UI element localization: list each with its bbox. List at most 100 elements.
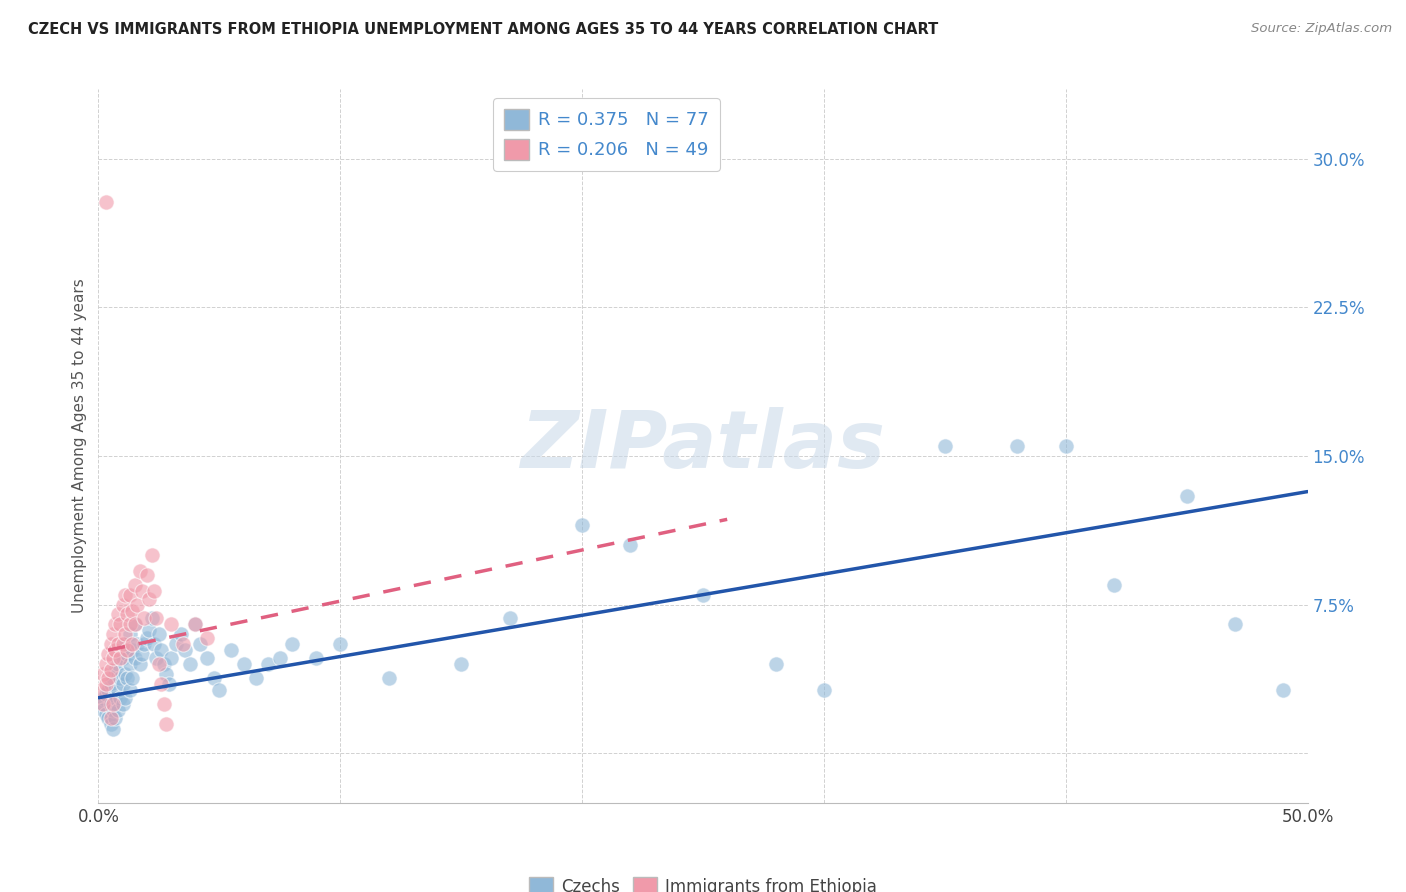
Point bbox=[111, 677, 134, 691]
Point bbox=[195, 632, 218, 646]
Point bbox=[184, 617, 207, 632]
Point bbox=[118, 682, 141, 697]
Point bbox=[94, 706, 117, 721]
Point bbox=[188, 637, 211, 651]
Point bbox=[111, 697, 134, 711]
Point bbox=[619, 538, 641, 552]
Point bbox=[91, 697, 114, 711]
Point bbox=[100, 663, 122, 677]
Point bbox=[169, 627, 191, 641]
Point bbox=[150, 643, 173, 657]
Point bbox=[111, 598, 134, 612]
Point bbox=[104, 617, 127, 632]
Point bbox=[204, 671, 226, 685]
Y-axis label: Unemployment Among Ages 35 to 44 years: Unemployment Among Ages 35 to 44 years bbox=[72, 278, 87, 614]
Point bbox=[165, 637, 187, 651]
Point bbox=[145, 651, 167, 665]
Point bbox=[498, 611, 520, 625]
Point bbox=[1054, 439, 1077, 453]
Point bbox=[152, 657, 174, 671]
Point bbox=[91, 703, 114, 717]
Text: Source: ZipAtlas.com: Source: ZipAtlas.com bbox=[1251, 22, 1392, 36]
Point bbox=[124, 617, 146, 632]
Point bbox=[281, 637, 304, 651]
Point bbox=[114, 690, 136, 705]
Point bbox=[245, 671, 267, 685]
Point bbox=[1007, 439, 1029, 453]
Point bbox=[97, 647, 120, 661]
Point bbox=[143, 583, 166, 598]
Point bbox=[450, 657, 472, 671]
Point bbox=[107, 657, 129, 671]
Point bbox=[124, 617, 146, 632]
Point bbox=[148, 657, 170, 671]
Point bbox=[1223, 617, 1246, 632]
Point bbox=[117, 643, 139, 657]
Point bbox=[155, 716, 177, 731]
Point bbox=[305, 651, 328, 665]
Point bbox=[97, 682, 120, 697]
Point bbox=[124, 651, 146, 665]
Point bbox=[100, 637, 122, 651]
Point bbox=[101, 671, 124, 685]
Point bbox=[111, 651, 134, 665]
Point bbox=[104, 663, 127, 677]
Point bbox=[117, 671, 139, 685]
Point bbox=[114, 627, 136, 641]
Point bbox=[94, 195, 117, 210]
Point bbox=[141, 611, 163, 625]
Point bbox=[104, 643, 127, 657]
Point bbox=[101, 723, 124, 737]
Point bbox=[114, 637, 136, 651]
Point bbox=[100, 716, 122, 731]
Point bbox=[118, 657, 141, 671]
Point bbox=[94, 687, 117, 701]
Point bbox=[90, 682, 112, 697]
Point bbox=[128, 657, 150, 671]
Point bbox=[97, 671, 120, 685]
Point bbox=[160, 617, 183, 632]
Point bbox=[157, 677, 180, 691]
Point bbox=[118, 617, 141, 632]
Point bbox=[118, 627, 141, 641]
Point bbox=[195, 651, 218, 665]
Point bbox=[135, 567, 157, 582]
Point bbox=[145, 611, 167, 625]
Point bbox=[141, 548, 163, 562]
Point bbox=[127, 598, 149, 612]
Point bbox=[107, 637, 129, 651]
Point bbox=[179, 657, 201, 671]
Point bbox=[107, 703, 129, 717]
Legend: Czechs, Immigrants from Ethiopia: Czechs, Immigrants from Ethiopia bbox=[522, 868, 884, 892]
Point bbox=[138, 624, 160, 638]
Point bbox=[329, 637, 352, 651]
Point bbox=[221, 643, 243, 657]
Point bbox=[813, 682, 835, 697]
Point bbox=[571, 518, 593, 533]
Point bbox=[934, 439, 956, 453]
Point bbox=[131, 647, 153, 661]
Point bbox=[121, 643, 143, 657]
Point bbox=[208, 682, 231, 697]
Point bbox=[101, 703, 124, 717]
Point bbox=[117, 607, 139, 622]
Point bbox=[232, 657, 254, 671]
Point bbox=[114, 588, 136, 602]
Point bbox=[765, 657, 787, 671]
Point bbox=[174, 643, 197, 657]
Point bbox=[143, 637, 166, 651]
Point bbox=[121, 603, 143, 617]
Point bbox=[269, 651, 291, 665]
Point bbox=[97, 710, 120, 724]
Point bbox=[108, 651, 131, 665]
Point bbox=[160, 651, 183, 665]
Text: ZIPatlas: ZIPatlas bbox=[520, 407, 886, 485]
Point bbox=[377, 671, 399, 685]
Point bbox=[148, 627, 170, 641]
Point bbox=[121, 637, 143, 651]
Point bbox=[1102, 578, 1125, 592]
Point bbox=[135, 632, 157, 646]
Point bbox=[108, 617, 131, 632]
Point bbox=[104, 710, 127, 724]
Point bbox=[107, 607, 129, 622]
